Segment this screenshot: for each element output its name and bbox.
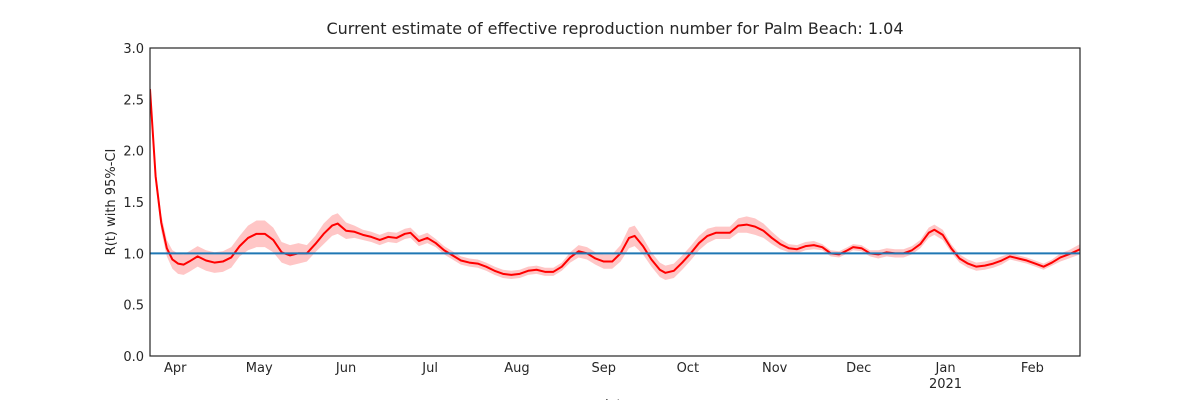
x-tick-label: Sep [592, 361, 617, 376]
y-tick-label: 1.0 [123, 247, 144, 262]
y-tick-label: 2.0 [123, 145, 144, 160]
x-tick-label: Jul [421, 361, 438, 376]
y-tick-label: 1.5 [123, 196, 144, 211]
x-tick-label: Jan [935, 361, 956, 376]
y-tick-label: 0.0 [123, 350, 144, 365]
y-tick-label: 0.5 [123, 299, 144, 314]
x-tick-label: Apr [164, 361, 187, 376]
y-tick-label: 2.5 [123, 93, 144, 108]
y-tick-label: 3.0 [123, 42, 144, 57]
plot-frame [149, 47, 1081, 357]
x-tick-label: Nov [762, 361, 788, 376]
x-tick-label: Feb [1021, 361, 1044, 376]
x-tick-label: Aug [504, 361, 529, 376]
x-tick-label: Dec [846, 361, 871, 376]
x-axis-label: date [600, 398, 629, 400]
x-tick-label: Jun [335, 361, 356, 376]
x-tick-label: May [246, 361, 273, 376]
x-tick-sublabel: 2021 [929, 377, 962, 392]
chart-title: Current estimate of effective reproducti… [326, 19, 903, 38]
y-axis-label: R(t) with 95%-CI [104, 149, 119, 256]
confidence-band [150, 78, 1080, 281]
x-tick-label: Oct [677, 361, 699, 376]
line [150, 89, 1080, 276]
